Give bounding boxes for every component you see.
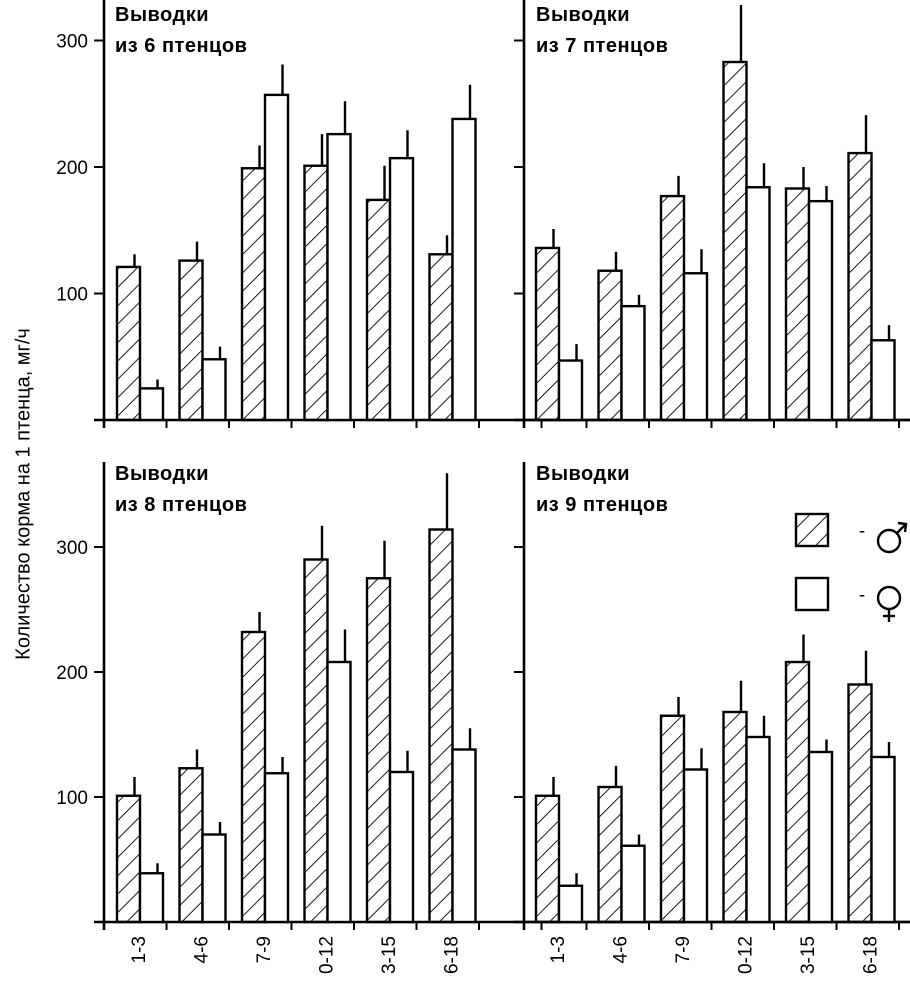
panel-8-chicks-bar-male-4-6 [178,767,204,924]
panel-7-chicks-bar-male-7-9 [659,194,686,422]
panel-8-chicks-bar-male-1-3 [115,794,142,924]
panel-9-chicks-category-label: 1-3 [548,936,569,963]
panel-8-chicks-bar-female-6-18 [451,748,477,924]
panel-8-chicks-bar-female-0-12 [326,660,352,924]
panel-8-chicks-title-line2: из 8 птенцов [115,494,247,516]
legend-male-swatch [794,512,830,548]
panel-7-chicks: Выводки из 7 птенцов [514,0,910,428]
panel-8-chicks-bar-male-3-15 [365,577,392,924]
panel-9-chicks-bar-female-0-12 [745,735,771,924]
panel-9-chicks-category-label: 6-18 [861,936,882,974]
panel-7-chicks-bar-female-7-9 [682,272,709,422]
panel-6-chicks-bar-female-1-3 [138,387,165,422]
panel-7-chicks-bar-male-3-15 [784,187,811,422]
panel-6-chicks-bar-male-6-18 [428,253,454,422]
panel-8-chicks-bar-male-0-12 [303,558,329,924]
panel-7-chicks-bars [534,5,896,422]
panel-9-chicks-bar-female-3-15 [807,750,834,924]
panel-6-chicks-bar-female-3-15 [388,156,415,422]
panel-8-chicks-y-tick-label: 300 [56,538,88,559]
panel-9-chicks-bar-male-4-6 [597,785,623,924]
panel-8-chicks-category-label: 0-12 [317,936,338,974]
panel-8-chicks-category-label: 4-6 [192,936,213,963]
panel-6-chicks-bars [115,64,477,422]
panel-6-chicks-bar-male-3-15 [365,198,392,422]
panel-8-chicks-y-tick-label: 200 [56,663,88,684]
panel-6-chicks-bar-male-0-12 [303,164,329,422]
panel-9-chicks-bar-male-0-12 [722,710,748,924]
panel-6-chicks-bar-male-1-3 [115,265,142,422]
panel-9-chicks-bar-female-4-6 [620,844,646,924]
panel-8-chicks-bar-female-4-6 [201,833,227,924]
panel-8-chicks-bar-male-7-9 [240,630,267,924]
panel-9-chicks-title-line1: Выводки [536,463,630,485]
panel-6-chicks-title-line2: из 6 птенцов [115,35,247,57]
panel-7-chicks-title-line2: из 7 птенцов [536,35,668,57]
panel-9-chicks-bar-female-7-9 [682,768,709,924]
panel-9-chicks-category-label: 4-6 [611,936,632,963]
female-symbol-icon [876,585,902,622]
panel-9-chicks-title-line2: из 9 птенцов [536,494,668,516]
panel-6-chicks-bar-female-0-12 [326,132,352,422]
panel-7-chicks-bar-female-3-15 [807,199,834,422]
panel-9-chicks-category-label: 3-15 [798,936,819,974]
panel-8-chicks-category-label: 7-9 [254,936,275,963]
panel-7-chicks-bar-male-6-18 [847,151,873,422]
panel-8-chicks-bar-female-7-9 [263,772,290,924]
legend-male-label: - [859,521,865,542]
panel-6-chicks-bar-female-6-18 [451,117,477,422]
panel-8-chicks-category-label: 6-18 [442,936,463,974]
panel-8-chicks-y-tick-label: 100 [56,788,88,809]
panel-8-chicks-category-label: 3-15 [379,936,400,974]
panel-7-chicks-bar-male-1-3 [534,246,561,422]
panel-7-chicks-bar-male-0-12 [722,60,748,422]
panel-9-chicks-category-label: 0-12 [736,936,757,974]
panel-7-chicks-bar-female-6-18 [870,339,896,422]
legend: - - [794,512,908,622]
panel-7-chicks-bar-female-0-12 [745,186,771,422]
panel-7-chicks-bar-male-4-6 [597,269,623,422]
panel-6-chicks-bar-female-4-6 [201,358,227,422]
panel-9-chicks-bar-female-6-18 [870,755,896,924]
panel-8-chicks-title-line1: Выводки [115,463,209,485]
panel-9-chicks-category-label: 7-9 [673,936,694,963]
panel-6-chicks-bar-male-4-6 [178,259,204,422]
y-axis-label: Количество корма на 1 птенца, мг/ч [12,328,34,660]
panel-6-chicks-bar-male-7-9 [240,167,267,422]
panel-8-chicks-bars [115,473,477,924]
legend-female-label: - [859,585,865,606]
panel-8-chicks-bar-female-1-3 [138,872,165,924]
panel-7-chicks-bar-female-4-6 [620,304,646,422]
panel-9-chicks-bars [534,634,896,924]
panel-9-chicks: 1-3 4-6 7-9 0-12 3-15 6-18 Выводки из 9 птенц… [514,462,910,974]
panel-6-chicks-y-tick-label: 200 [56,158,88,179]
panel-6-chicks: 100 200 300 Выводки из 6 птенцов [56,0,910,428]
panel-9-chicks-bar-male-1-3 [534,794,561,924]
panel-6-chicks-bar-female-7-9 [263,93,290,422]
panel-9-chicks-bar-male-7-9 [659,714,686,924]
panel-9-chicks-bar-male-3-15 [784,660,811,924]
panel-6-chicks-y-tick-label: 100 [56,285,88,306]
panel-9-chicks-bar-female-1-3 [557,884,584,924]
legend-female-swatch [794,576,830,612]
panel-9-chicks-bar-male-6-18 [847,683,873,924]
panel-8-chicks: 100 200 300 1-3 4-6 7-9 0-12 3-15 6-18 Выводки и… [56,462,910,974]
panel-7-chicks-bar-female-1-3 [557,359,584,422]
panel-8-chicks-bar-male-6-18 [428,528,454,924]
male-symbol-icon [876,521,908,554]
panel-7-chicks-title-line1: Выводки [536,4,630,26]
panel-6-chicks-title-line1: Выводки [115,4,209,26]
panel-8-chicks-category-label: 1-3 [129,936,150,963]
panel-6-chicks-y-tick-label: 300 [56,32,88,53]
panel-8-chicks-bar-female-3-15 [388,770,415,924]
